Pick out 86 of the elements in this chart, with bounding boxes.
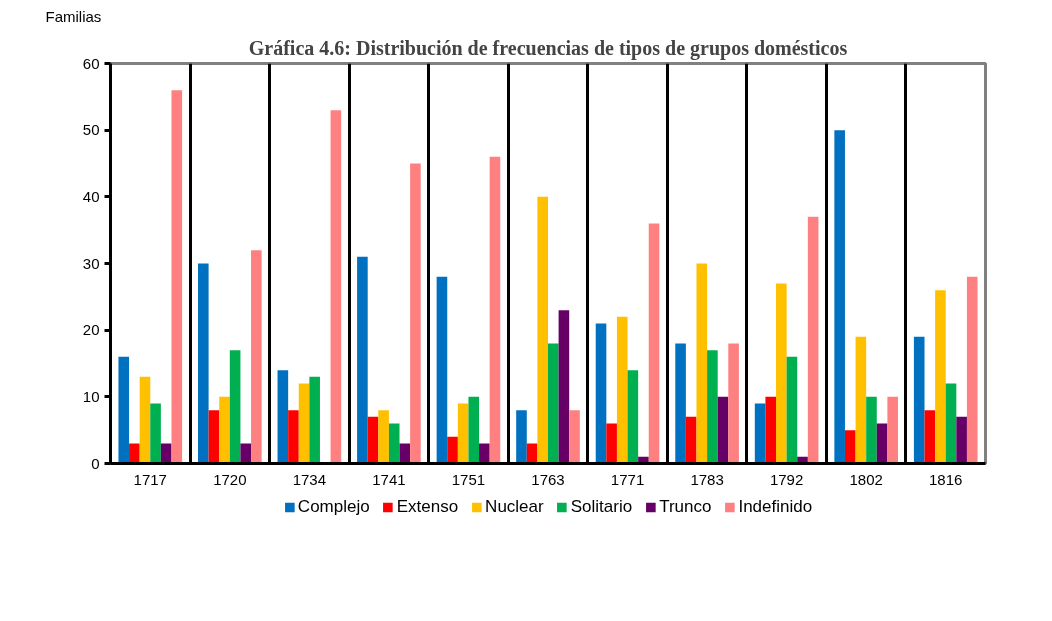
bar	[129, 443, 140, 464]
y-tick-label: 10	[82, 387, 100, 405]
bar	[595, 323, 607, 464]
y-tick-label: 50	[82, 121, 100, 139]
legend-label: Trunco	[659, 497, 712, 517]
x-tick-label: 1771	[610, 470, 645, 488]
bar	[616, 316, 628, 464]
bar	[240, 443, 252, 464]
bar	[118, 356, 130, 464]
y-tick-label: 20	[82, 321, 100, 339]
bar	[606, 423, 617, 464]
bar	[436, 276, 448, 464]
bar	[139, 376, 151, 464]
bar	[776, 283, 787, 464]
bar	[876, 423, 888, 464]
x-tick-label: 1763	[531, 470, 565, 488]
legend-label: Indefinido	[738, 497, 813, 517]
bar	[298, 383, 310, 464]
bar	[378, 410, 389, 464]
y-tick-label: 30	[82, 254, 100, 272]
bar	[468, 396, 480, 464]
x-tick-label: 1734	[292, 470, 327, 488]
bar	[457, 403, 469, 464]
bar	[537, 196, 548, 464]
bar	[696, 263, 708, 464]
y-tick-label: 60	[82, 54, 100, 72]
y-tick-label: 0	[91, 454, 100, 472]
bar	[887, 396, 898, 464]
bar	[548, 343, 559, 464]
y-tick-label: 40	[82, 187, 100, 205]
x-tick-label: 1792	[769, 470, 804, 488]
bar	[717, 396, 729, 464]
bar	[171, 90, 183, 464]
bar	[251, 250, 262, 464]
bar	[675, 343, 686, 464]
bar	[410, 163, 421, 464]
y-axis-title: Familias	[45, 7, 102, 25]
legend-label: Solitario	[570, 497, 633, 517]
bar	[288, 410, 299, 464]
bar	[198, 263, 209, 464]
bar	[707, 350, 718, 464]
x-tick-label: 1717	[133, 470, 167, 488]
bar	[945, 383, 957, 464]
bar	[924, 410, 936, 464]
bar	[685, 416, 697, 464]
bar	[913, 336, 925, 464]
bar	[807, 216, 819, 464]
bar	[855, 336, 867, 464]
bar	[367, 416, 379, 464]
bar	[935, 290, 946, 464]
bar	[765, 396, 777, 464]
bar	[219, 396, 230, 464]
bar	[229, 350, 241, 464]
bar	[754, 403, 766, 464]
x-tick-label: 1720	[213, 470, 247, 488]
bar	[516, 410, 527, 464]
bar	[277, 370, 289, 464]
bar	[966, 276, 978, 464]
bar	[627, 370, 639, 464]
bar	[388, 423, 400, 464]
chart-title: Gráfica 4.6: Distribución de frecuencias de tipos de grupos domésticos	[248, 36, 848, 60]
legend-label: Extenso	[396, 497, 459, 517]
bar	[558, 310, 570, 464]
bar	[728, 343, 739, 464]
bar	[330, 110, 342, 464]
bar	[479, 443, 490, 464]
bar	[844, 430, 856, 464]
bar	[569, 410, 580, 464]
legend-label: Complejo	[297, 497, 370, 517]
bar	[648, 223, 660, 464]
x-tick-label: 1741	[372, 470, 406, 488]
bar	[786, 356, 798, 464]
bar	[208, 410, 220, 464]
bar	[956, 416, 967, 464]
bar	[866, 396, 877, 464]
x-tick-label: 1802	[849, 470, 883, 488]
bar	[447, 436, 458, 464]
x-tick-label: 1751	[451, 470, 486, 488]
bar	[150, 403, 161, 464]
bar	[834, 130, 845, 464]
bar	[489, 156, 501, 464]
x-tick-label: 1816	[929, 470, 963, 488]
bar	[357, 256, 368, 464]
x-tick-label: 1783	[690, 470, 724, 488]
legend-label: Nuclear	[485, 497, 544, 517]
bar	[309, 376, 320, 464]
